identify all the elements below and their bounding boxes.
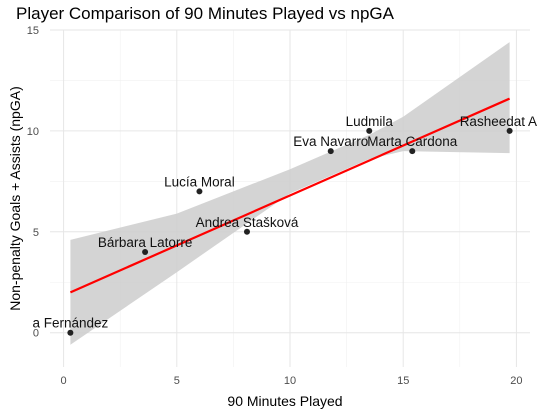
data-point xyxy=(67,329,74,336)
x-tick-label: 0 xyxy=(61,375,67,387)
regression-line xyxy=(69,97,511,294)
point-label: Rasheedat A xyxy=(460,114,537,129)
data-point xyxy=(366,127,373,134)
point-label: Andrea Stašková xyxy=(196,215,299,230)
y-tick-label: 5 xyxy=(33,227,39,239)
chart-title: Player Comparison of 90 Minutes Played v… xyxy=(16,4,394,23)
y-tick-label: 10 xyxy=(27,126,39,138)
x-tick-label: 20 xyxy=(510,375,522,387)
point-label: Eva Navarro xyxy=(293,134,368,149)
data-point xyxy=(243,228,250,235)
data-point xyxy=(327,148,334,155)
x-tick-label: 5 xyxy=(174,375,180,387)
point-label: Ludmila xyxy=(346,114,394,129)
x-tick-label: 15 xyxy=(397,375,409,387)
y-axis-title: Non-penalty Goals + Assists (npGA) xyxy=(7,86,23,311)
data-point xyxy=(196,188,203,195)
confidence-band xyxy=(70,42,510,345)
data-point xyxy=(506,127,513,134)
point-label: Marta Cardona xyxy=(367,134,458,149)
y-tick-label: 0 xyxy=(33,328,39,340)
data-point xyxy=(409,148,416,155)
x-axis-title: 90 Minutes Played xyxy=(227,393,342,409)
point-label: a Fernández xyxy=(32,316,108,331)
x-tick-label: 10 xyxy=(284,375,296,387)
point-label: Lucía Moral xyxy=(164,174,235,189)
point-label: Bárbara Latorre xyxy=(98,235,193,250)
data-point xyxy=(142,248,149,255)
y-tick-label: 15 xyxy=(27,25,39,37)
